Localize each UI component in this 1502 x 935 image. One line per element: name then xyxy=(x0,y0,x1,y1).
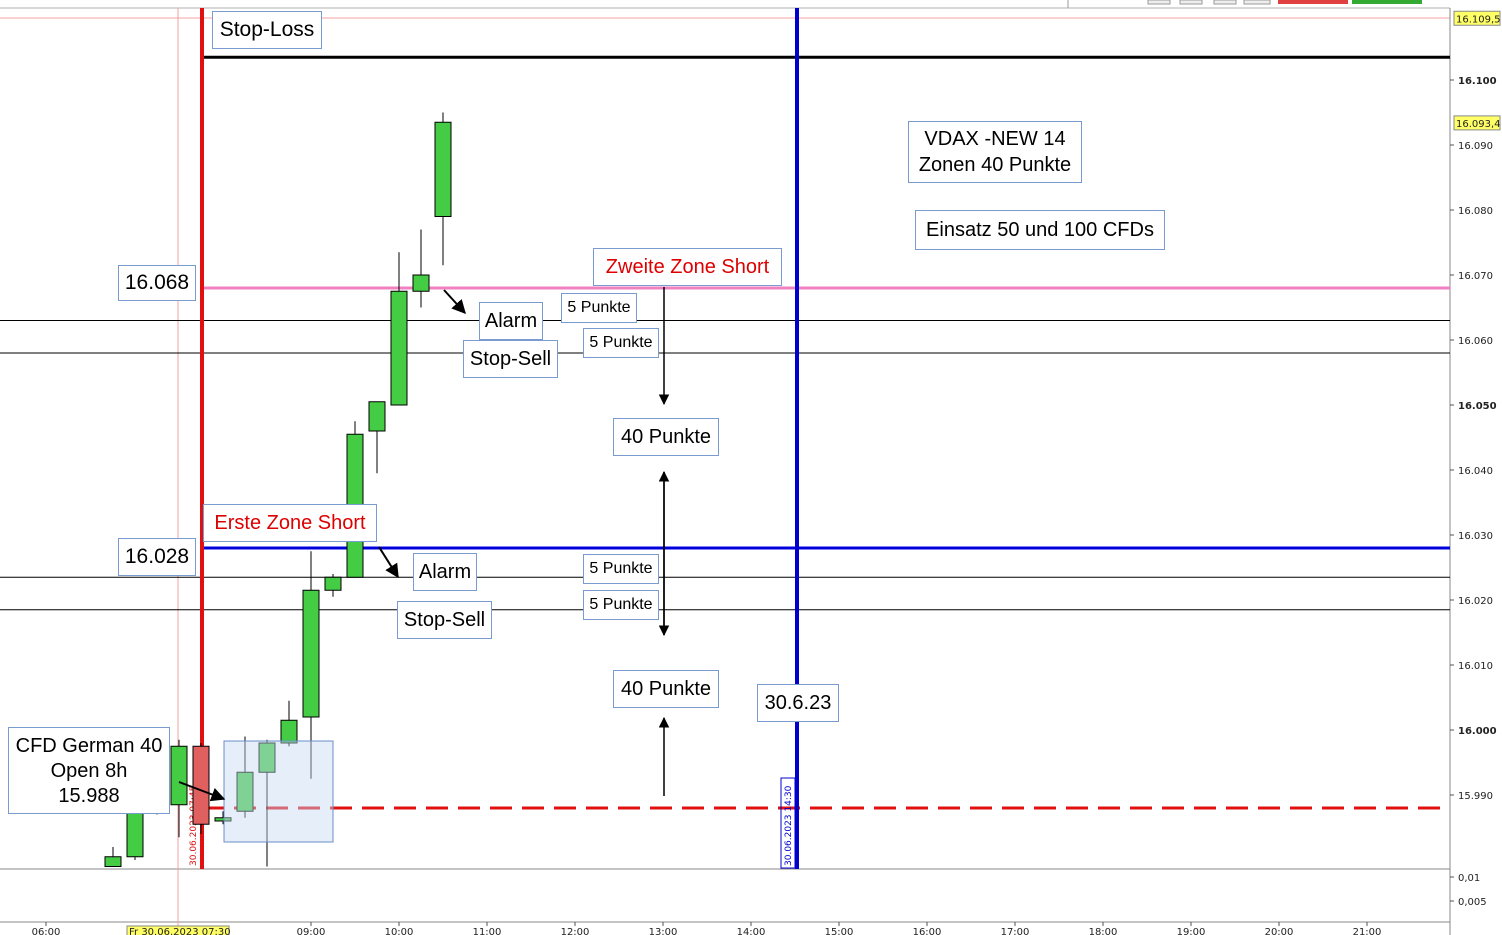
toolbar-button-1[interactable] xyxy=(1147,0,1171,5)
time-tick-label: 06:00 xyxy=(32,927,61,935)
toolbar xyxy=(1067,0,1422,8)
price-tick-label: 16.000 xyxy=(1458,726,1497,737)
date-label: 30.6.23 xyxy=(757,684,839,722)
volume-tick-label: 0,01 xyxy=(1458,873,1480,884)
price-tick-label: 16.070 xyxy=(1458,271,1493,282)
einsatz-label: Einsatz 50 und 100 CFDs xyxy=(915,210,1165,250)
candle-body-bull xyxy=(214,817,232,822)
stop-sell-top-label: Stop-Sell xyxy=(463,340,558,378)
arrows xyxy=(178,287,670,802)
candle-body-bull xyxy=(170,745,188,806)
cfd-open-line-1: CFD German 40 xyxy=(15,735,163,757)
time-tick-label: 10:00 xyxy=(385,927,414,935)
candle-body-bull xyxy=(434,121,452,217)
vdax-line-2: Zonen 40 Punkte xyxy=(918,154,1072,176)
vdax-line-1: VDAX -NEW 14 xyxy=(924,128,1066,150)
cfd-open-line-2: Open 8h xyxy=(50,760,128,782)
arrow-alarm-top xyxy=(443,289,466,315)
candle-body-bull xyxy=(368,401,386,432)
zone2-short-label: Zweite Zone Short xyxy=(593,248,782,286)
price-tick-label: 16.060 xyxy=(1458,336,1493,347)
price-tag-box xyxy=(1453,10,1501,26)
toolbar-button-4[interactable] xyxy=(1243,0,1271,5)
candle-body-bull xyxy=(126,810,144,858)
price-tick-label: 16.010 xyxy=(1458,661,1493,672)
price-tick-label: 16.020 xyxy=(1458,596,1493,607)
five-points-label-2: 5 Punkte xyxy=(583,328,659,358)
sell-button[interactable] xyxy=(1278,0,1348,4)
volume-tick-label: 0,005 xyxy=(1458,897,1487,908)
five-points-label-1: 5 Punkte xyxy=(561,293,637,323)
time-tick-label: 12:00 xyxy=(561,927,590,935)
price-tick-label: 16.090 xyxy=(1458,141,1493,152)
time-tick-label: 20:00 xyxy=(1265,927,1294,935)
time-tick-label: 14:00 xyxy=(737,927,766,935)
time-tick-label: 09:00 xyxy=(297,927,326,935)
candle-body-bull xyxy=(302,589,320,718)
arrow-alarm-bottom xyxy=(378,546,399,579)
toolbar-button-2[interactable] xyxy=(1179,0,1203,5)
time-tick-label: 13:00 xyxy=(649,927,678,935)
candle-body-bull xyxy=(390,290,408,406)
vertical-marker-label: 30.06.2023 14:30 xyxy=(784,785,794,866)
price-tag-label: 16.109,5 xyxy=(1456,14,1501,25)
candle-body-bull xyxy=(236,771,254,812)
price-tag-box xyxy=(1453,115,1501,131)
five-points-label-4: 5 Punkte xyxy=(583,590,659,620)
forty-points-top-label: 40 Punkte xyxy=(613,418,719,456)
time-tick-label: 18:00 xyxy=(1089,927,1118,935)
arrow-cfd-open xyxy=(178,781,226,802)
axes: 16.100 16.090 16.080 16.070 16.060 16.050 16.0… xyxy=(32,10,1501,935)
price-label-16028: 16.028 xyxy=(118,538,196,576)
five-points-label-3: 5 Punkte xyxy=(583,554,659,584)
vertical-marker-label-box xyxy=(780,777,796,869)
alarm-top-label: Alarm xyxy=(479,302,543,340)
cfd-open-label: CFD German 40 Open 8h 15.988 xyxy=(8,727,170,814)
price-tick-label: 16.100 xyxy=(1458,76,1497,87)
candle-body-bull xyxy=(104,856,122,867)
forty-points-bottom-label: 40 Punkte xyxy=(613,670,719,708)
toolbar-button-3[interactable] xyxy=(1213,0,1237,5)
cfd-open-line-3: 15.988 xyxy=(58,785,120,807)
time-cursor-label: Fr 30.06.2023 07:30 xyxy=(129,927,231,935)
candle-body-bull xyxy=(324,576,342,591)
price-tick-label: 16.050 xyxy=(1458,401,1497,412)
candle-body-bear xyxy=(192,745,210,825)
open-zone-box xyxy=(223,740,334,843)
price-tick-label: 15.990 xyxy=(1458,791,1493,802)
time-cursor-box xyxy=(126,925,230,935)
price-tick-label: 16.030 xyxy=(1458,531,1493,542)
price-label-16068: 16.068 xyxy=(118,265,196,301)
vertical-marker-label: 30.06.2023 07:45 xyxy=(189,786,199,866)
zone1-short-label: Erste Zone Short xyxy=(203,504,377,542)
stop-loss-label: Stop-Loss xyxy=(212,11,322,49)
time-tick-label: 21:00 xyxy=(1353,927,1382,935)
candle-body-bull xyxy=(280,719,298,744)
time-tick-label: 16:00 xyxy=(913,927,942,935)
time-tick-label: 11:00 xyxy=(473,927,502,935)
time-tick-label: 15:00 xyxy=(825,927,854,935)
price-tick-label: 16.080 xyxy=(1458,206,1493,217)
time-tick-label: 19:00 xyxy=(1177,927,1206,935)
price-tag-label: 16.093,4 xyxy=(1456,119,1501,130)
candle-body-bull xyxy=(412,274,430,292)
time-tick-label: 17:00 xyxy=(1001,927,1030,935)
buy-button[interactable] xyxy=(1352,0,1422,4)
horizontal-levels: 30.06.2023 07:45 30.06.2023 14:30 xyxy=(0,8,1450,869)
stop-sell-bottom-label: Stop-Sell xyxy=(397,601,492,639)
candle-body-bull xyxy=(258,742,276,773)
alarm-bottom-label: Alarm xyxy=(413,553,477,591)
vdax-label: VDAX -NEW 14 Zonen 40 Punkte xyxy=(908,121,1082,183)
price-tick-label: 16.040 xyxy=(1458,466,1493,477)
